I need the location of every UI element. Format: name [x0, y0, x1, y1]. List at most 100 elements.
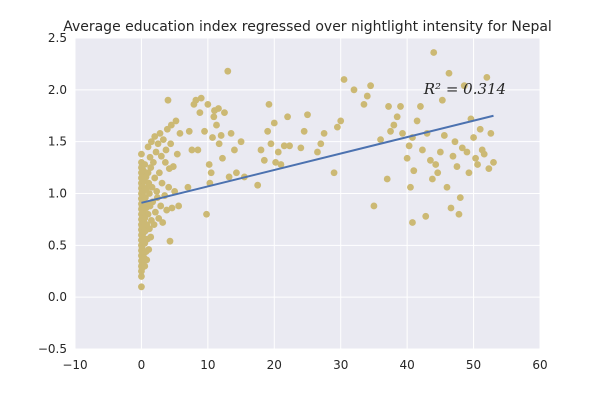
data-point — [148, 183, 156, 191]
data-point — [147, 233, 155, 241]
data-point — [330, 169, 338, 177]
data-point — [465, 169, 473, 177]
data-point — [151, 174, 159, 182]
data-point — [141, 262, 149, 270]
data-point — [483, 73, 491, 81]
y-tick-label: 1.0 — [48, 187, 67, 201]
data-point — [210, 113, 218, 121]
data-point — [370, 202, 378, 210]
data-point — [476, 125, 484, 133]
data-point — [165, 183, 173, 191]
data-point — [159, 219, 167, 226]
data-point — [151, 133, 159, 140]
data-point — [166, 237, 174, 245]
data-point — [215, 105, 222, 112]
data-point — [460, 82, 468, 90]
data-point — [470, 134, 477, 141]
data-point — [257, 146, 265, 154]
data-point — [485, 165, 493, 173]
data-point — [175, 202, 183, 210]
data-point — [399, 129, 406, 137]
data-point — [490, 159, 497, 166]
y-tick-label: 1.5 — [48, 135, 67, 149]
data-point — [219, 154, 226, 162]
data-point — [403, 154, 411, 162]
data-point — [267, 140, 275, 148]
data-point — [280, 142, 288, 150]
data-point — [176, 129, 184, 137]
data-point — [434, 169, 442, 177]
data-point — [407, 183, 414, 191]
data-point — [286, 142, 293, 150]
data-point — [274, 148, 282, 156]
data-point — [320, 129, 328, 137]
data-point — [458, 144, 466, 152]
data-point — [231, 146, 238, 154]
data-point — [270, 119, 278, 127]
scatter-points — [138, 49, 497, 291]
data-point — [455, 210, 463, 218]
data-point — [393, 113, 401, 121]
data-point — [157, 202, 165, 210]
y-tick-label: 0.0 — [48, 290, 67, 304]
data-point — [432, 161, 440, 168]
data-point — [463, 148, 471, 156]
data-point — [138, 150, 145, 158]
grid-lines — [74, 37, 541, 350]
data-point — [385, 103, 392, 110]
data-point — [184, 183, 192, 191]
data-point — [443, 183, 451, 191]
data-point — [440, 132, 448, 139]
data-point — [304, 111, 311, 119]
data-point — [161, 159, 169, 166]
data-point — [209, 134, 216, 141]
data-point — [145, 246, 153, 253]
data-point — [426, 156, 434, 164]
data-point — [157, 152, 165, 160]
data-point — [438, 96, 446, 104]
data-point — [164, 96, 172, 104]
x-tick-label: 10 — [200, 358, 215, 372]
data-point — [422, 212, 430, 220]
x-tick-label: 40 — [400, 358, 415, 372]
data-point — [447, 204, 455, 212]
data-point — [224, 67, 232, 75]
data-point — [419, 146, 426, 154]
data-point — [225, 173, 233, 181]
chart-title: Average education index regressed over n… — [63, 19, 552, 35]
data-point — [143, 184, 151, 192]
data-point — [451, 138, 459, 146]
data-point — [172, 117, 180, 125]
data-point — [487, 129, 495, 137]
x-axis-ticks: −10 0 10 20 30 40 50 60 — [62, 358, 547, 372]
data-point — [480, 150, 488, 158]
data-point — [155, 169, 163, 177]
data-point — [215, 140, 223, 148]
data-point — [472, 154, 479, 162]
data-point — [337, 117, 345, 125]
data-point — [143, 256, 151, 264]
data-point — [158, 179, 166, 187]
x-tick-label: −10 — [62, 358, 87, 372]
x-tick-label: 0 — [138, 358, 146, 372]
data-point — [173, 150, 181, 158]
x-tick-label: 20 — [267, 358, 282, 372]
data-point — [233, 169, 240, 177]
data-point — [456, 194, 464, 202]
data-point — [449, 152, 457, 160]
data-point — [203, 210, 210, 218]
data-point — [192, 96, 200, 104]
y-tick-label: 2.5 — [48, 31, 67, 45]
data-point — [387, 127, 394, 135]
y-tick-label: 0.5 — [48, 238, 67, 252]
data-point — [159, 136, 167, 143]
data-point — [314, 148, 321, 156]
data-point — [185, 127, 193, 135]
data-point — [405, 142, 413, 150]
data-point — [417, 103, 424, 110]
y-axis-ticks: −0.5 0.0 0.5 1.0 1.5 2.0 2.5 — [38, 31, 67, 356]
data-point — [167, 140, 175, 148]
data-point — [141, 161, 149, 168]
data-point — [146, 225, 153, 233]
